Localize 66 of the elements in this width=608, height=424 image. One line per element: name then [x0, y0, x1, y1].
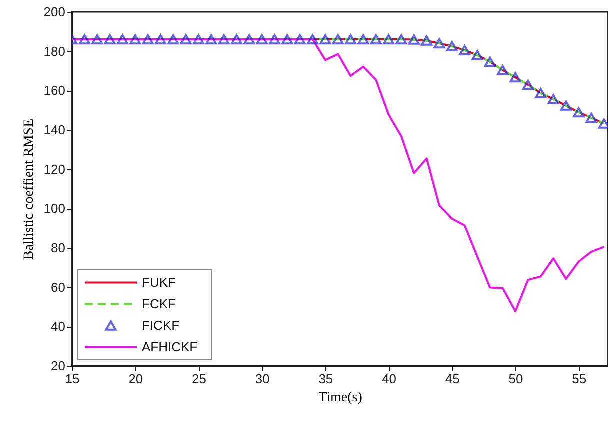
point: [168, 34, 180, 45]
point: [560, 100, 572, 111]
point: [510, 72, 522, 83]
point: [408, 34, 420, 45]
y-tick-label: 140: [44, 122, 66, 138]
point: [104, 34, 116, 45]
point: [446, 41, 458, 52]
y-tick-label: 80: [51, 240, 66, 256]
point: [130, 34, 142, 45]
y-tick-label: 60: [51, 280, 66, 295]
y-axis-title: Ballistic coeffient RMSE: [22, 118, 37, 260]
legend-label: FICKF: [142, 318, 180, 333]
point: [92, 34, 104, 45]
y-tick-label: 120: [44, 162, 66, 177]
point: [116, 34, 128, 45]
point: [484, 56, 496, 68]
point: [154, 34, 166, 45]
point: [256, 34, 268, 45]
point: [396, 34, 408, 45]
point: [142, 34, 154, 45]
y-tick-label: 200: [44, 4, 66, 20]
point: [370, 34, 382, 45]
point: [421, 36, 433, 46]
point: [269, 34, 280, 45]
point: [282, 34, 294, 45]
point: [218, 34, 230, 45]
legend-label: FCKF: [142, 296, 176, 312]
legend-label: FUKF: [142, 274, 176, 290]
y-tick-label: 180: [44, 44, 66, 59]
point: [586, 112, 598, 124]
x-tick-label: 20: [128, 372, 144, 386]
x-tick-label: 40: [382, 372, 397, 386]
x-tick-label: 50: [508, 372, 524, 386]
point: [294, 34, 306, 45]
point: [332, 34, 344, 45]
point: [192, 34, 204, 45]
point: [497, 65, 509, 76]
point: [180, 34, 192, 45]
point: [434, 38, 446, 49]
point: [320, 34, 332, 45]
x-tick-label: 35: [318, 372, 334, 386]
point: [535, 88, 547, 98]
x-tick-label: 55: [572, 372, 587, 386]
y-tick-label: 40: [51, 319, 66, 334]
point: [383, 34, 395, 45]
x-tick-label: 45: [445, 372, 460, 386]
point: [206, 34, 218, 45]
point: [78, 34, 90, 45]
y-tick-label: 160: [44, 83, 66, 98]
point: [522, 80, 534, 90]
y-tick-label: 20: [51, 358, 66, 374]
point: [472, 50, 484, 60]
x-axis-title: Time(s): [318, 390, 363, 406]
legend-label: AFHICKF: [142, 339, 198, 354]
x-tick-label: 25: [192, 372, 206, 386]
point: [230, 34, 242, 45]
point: [459, 45, 471, 56]
point: [345, 34, 357, 45]
point: [244, 34, 256, 45]
point: [573, 107, 585, 118]
x-tick-label: 30: [255, 372, 270, 386]
point: [307, 34, 318, 45]
x-tick-label: 15: [65, 372, 80, 386]
point: [358, 34, 370, 45]
y-tick-label: 100: [44, 201, 66, 216]
point: [548, 94, 560, 104]
